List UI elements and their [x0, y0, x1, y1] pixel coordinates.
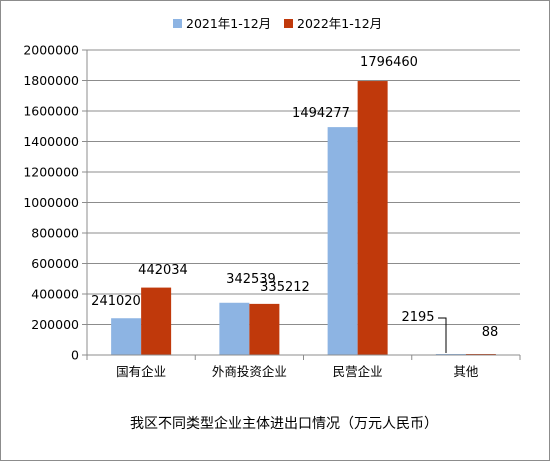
bar-2021-2	[327, 127, 358, 355]
y-tick-label: 200000	[31, 317, 79, 332]
y-tick-label: 1200000	[23, 165, 79, 180]
legend-label-2021: 2021年1-12月	[186, 16, 271, 31]
x-category-label: 民营企业	[333, 364, 383, 379]
bar-2022-2	[357, 81, 388, 355]
chart-title: 我区不同类型企业主体进出口情况（万元人民币）	[130, 415, 438, 432]
data-label: 442034	[138, 263, 188, 278]
data-label: 88	[482, 325, 499, 340]
bar-2021-1	[219, 302, 250, 355]
y-axis: 0 200000 400000 600000 800000 1000000 1200000 1…	[23, 43, 88, 363]
y-tick-label: 0	[71, 348, 79, 363]
y-tick-label: 1600000	[23, 104, 79, 119]
legend-swatch-2021	[173, 19, 182, 28]
x-category-label: 其他	[453, 364, 479, 379]
legend-label-2022: 2022年1-12月	[297, 16, 382, 31]
data-label: 1796460	[360, 55, 418, 70]
data-label: 241020	[91, 294, 141, 309]
x-category-label: 国有企业	[116, 364, 166, 379]
x-axis: 国有企业 外商投资企业 民营企业 其他	[86, 354, 521, 379]
y-tick-label: 800000	[31, 226, 79, 241]
data-label: 2195	[401, 310, 434, 325]
data-label: 342539	[226, 272, 276, 287]
y-tick-label: 1800000	[23, 73, 79, 88]
legend: 2021年1-12月 2022年1-12月	[173, 16, 382, 31]
label-leader-line	[438, 317, 447, 353]
y-tick-label: 600000	[31, 256, 79, 271]
bar-2022-1	[249, 303, 280, 355]
y-tick-label: 1000000	[23, 195, 79, 210]
bars	[111, 81, 496, 355]
y-tick-label: 400000	[31, 287, 79, 302]
x-category-label: 外商投资企业	[212, 364, 287, 379]
data-label: 1494277	[292, 106, 350, 121]
y-tick-label: 1400000	[23, 134, 79, 149]
data-label: 335212	[260, 280, 310, 295]
legend-swatch-2022	[284, 19, 293, 28]
bar-2021-0	[111, 318, 142, 355]
bar-2022-0	[141, 287, 172, 355]
y-tick-label: 2000000	[23, 43, 79, 58]
